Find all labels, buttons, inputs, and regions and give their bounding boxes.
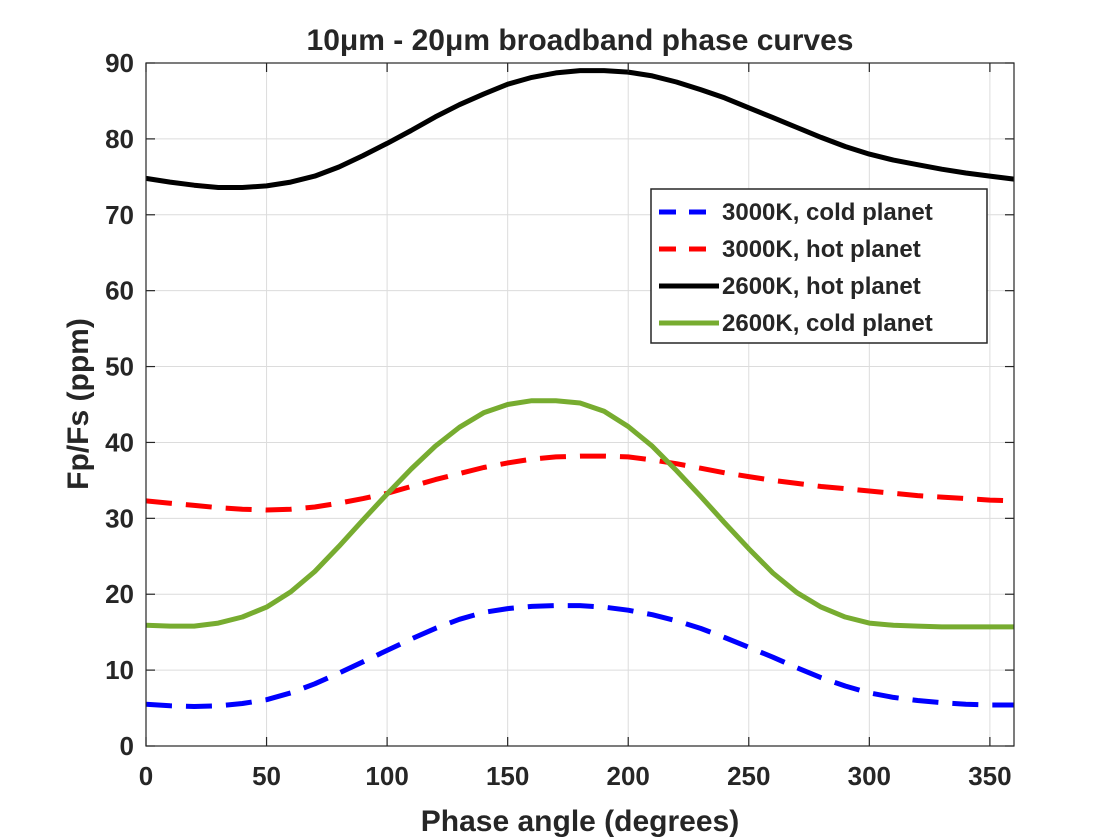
y-tick-label: 0	[120, 731, 134, 761]
x-tick-label: 350	[968, 761, 1011, 791]
x-axis-label: Phase angle (degrees)	[421, 805, 739, 838]
y-tick-label: 50	[105, 352, 134, 382]
legend-label-2: 3000K, hot planet	[722, 236, 921, 263]
y-tick-label: 70	[105, 200, 134, 230]
legend-label-1: 3000K, cold planet	[722, 199, 933, 226]
series-line-2	[145, 453, 1015, 513]
legend-label-3: 2600K, hot planet	[722, 273, 921, 300]
y-tick-label: 10	[105, 655, 134, 685]
x-tick-label: 200	[607, 761, 650, 791]
series-layer	[145, 68, 1015, 709]
y-axis-label: Fp/Fs (ppm)	[62, 318, 95, 490]
x-tick-label: 50	[252, 761, 281, 791]
x-tick-label: 100	[365, 761, 408, 791]
series-line-1	[145, 603, 1014, 709]
y-tick-label: 40	[105, 427, 134, 457]
series-line-3	[145, 68, 1015, 190]
legend-label-4: 2600K, cold planet	[722, 310, 933, 337]
series-line-4	[145, 398, 1014, 630]
legend-box	[650, 188, 988, 344]
axis-ticks	[145, 62, 1014, 747]
tick-labels: 0 50 100 150 200 250 300 350 0 10 20 30 40 50 60 70 80 90	[105, 48, 1012, 791]
x-tick-label: 250	[727, 761, 770, 791]
y-tick-label: 90	[105, 48, 134, 78]
plot-frame	[145, 62, 1015, 747]
x-tick-label: 150	[486, 761, 529, 791]
x-tick-label: 0	[139, 761, 153, 791]
y-tick-label: 20	[105, 579, 134, 609]
y-tick-label: 80	[105, 124, 134, 154]
y-tick-label: 30	[105, 503, 134, 533]
legend: 3000K, cold planet 3000K, hot planet 2600K…	[650, 188, 988, 344]
chart-title: 10μm - 20μm broadband phase curves	[307, 24, 854, 57]
y-tick-label: 60	[105, 276, 134, 306]
x-tick-label: 300	[848, 761, 891, 791]
